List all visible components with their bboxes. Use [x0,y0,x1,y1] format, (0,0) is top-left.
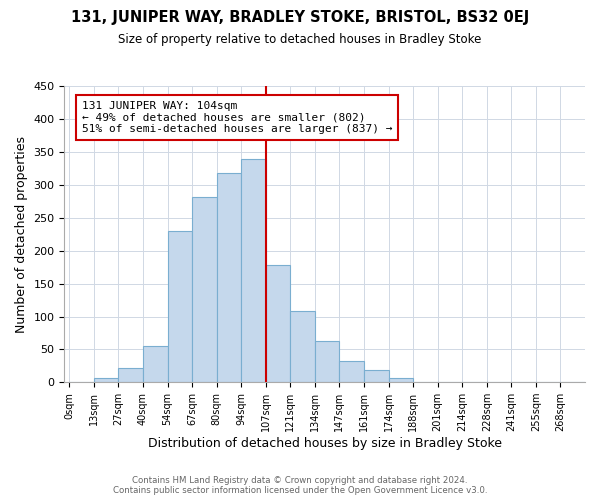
Y-axis label: Number of detached properties: Number of detached properties [15,136,28,333]
Bar [389,378,413,382]
Bar [167,231,192,382]
Bar [241,159,266,382]
Bar [118,368,143,382]
Text: 131, JUNIPER WAY, BRADLEY STOKE, BRISTOL, BS32 0EJ: 131, JUNIPER WAY, BRADLEY STOKE, BRISTOL… [71,10,529,25]
Bar [340,360,364,382]
Bar [143,346,167,382]
X-axis label: Distribution of detached houses by size in Bradley Stoke: Distribution of detached houses by size … [148,437,502,450]
Bar [364,370,389,382]
Bar [94,378,118,382]
Bar [217,173,241,382]
Bar [290,311,315,382]
Text: 131 JUNIPER WAY: 104sqm
← 49% of detached houses are smaller (802)
51% of semi-d: 131 JUNIPER WAY: 104sqm ← 49% of detache… [82,101,392,134]
Bar [266,265,290,382]
Bar [315,341,340,382]
Text: Size of property relative to detached houses in Bradley Stoke: Size of property relative to detached ho… [118,32,482,46]
Text: Contains HM Land Registry data © Crown copyright and database right 2024.
Contai: Contains HM Land Registry data © Crown c… [113,476,487,495]
Bar [192,197,217,382]
